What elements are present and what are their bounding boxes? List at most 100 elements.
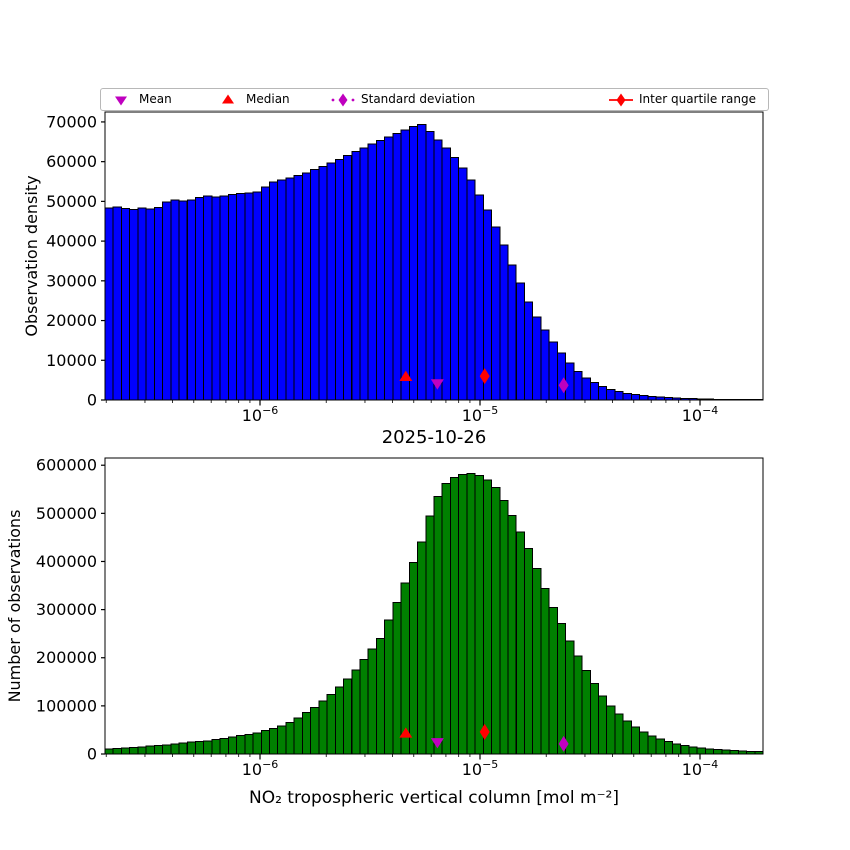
histogram-bar bbox=[548, 341, 558, 401]
histogram-bar bbox=[639, 395, 649, 401]
y-tick-label: 100000 bbox=[36, 696, 97, 715]
histogram-bar bbox=[614, 391, 624, 401]
histogram-bar bbox=[137, 746, 147, 755]
histogram-bar bbox=[573, 655, 583, 755]
histogram-bar bbox=[441, 483, 451, 755]
histogram-bar bbox=[384, 136, 394, 401]
histogram-bar bbox=[458, 473, 468, 755]
histogram-bar bbox=[425, 515, 435, 755]
histogram-bar bbox=[408, 126, 419, 401]
histogram-bar bbox=[170, 199, 180, 401]
histogram-bar bbox=[532, 568, 542, 755]
y-tick-label: 500000 bbox=[36, 504, 97, 523]
histogram-bar bbox=[639, 731, 649, 755]
histogram-bar bbox=[186, 741, 196, 755]
histogram-bar bbox=[392, 601, 402, 755]
histogram-bar bbox=[293, 717, 303, 755]
histogram-bar bbox=[672, 743, 682, 755]
histogram-bar bbox=[713, 749, 723, 755]
histogram-bar bbox=[227, 736, 238, 755]
histogram-bar bbox=[647, 735, 657, 755]
top-plot-ylabel: Observation density bbox=[22, 175, 41, 337]
bottom-plot-area: 0 100000 200000 300000 400000 500000 600000 10−… bbox=[36, 456, 764, 779]
histogram-bar bbox=[178, 200, 188, 401]
histogram-bar bbox=[211, 196, 221, 401]
histogram-bar bbox=[663, 741, 674, 755]
histogram-bar bbox=[334, 686, 345, 755]
histogram-bar bbox=[301, 172, 312, 401]
histogram-bar bbox=[622, 720, 632, 755]
histogram-bar bbox=[491, 226, 501, 401]
histogram-bar bbox=[680, 745, 690, 755]
histogram-bar bbox=[277, 179, 287, 401]
y-tick-label: 200000 bbox=[36, 648, 97, 667]
histogram-bar bbox=[507, 264, 517, 401]
histogram-bar bbox=[614, 713, 624, 755]
histogram-bar bbox=[425, 130, 435, 401]
histogram-bar bbox=[581, 377, 591, 401]
mean-marker bbox=[430, 738, 444, 749]
mean-marker bbox=[430, 379, 444, 390]
histogram-bar bbox=[630, 726, 641, 755]
y-tick-label: 60000 bbox=[46, 152, 97, 171]
histogram-bar bbox=[499, 499, 509, 755]
histogram-bar bbox=[499, 244, 509, 401]
histogram-bar bbox=[285, 722, 295, 755]
histogram-bar bbox=[449, 157, 460, 401]
histogram-bar bbox=[326, 693, 336, 755]
histogram-bar bbox=[474, 194, 484, 401]
histogram-bar bbox=[367, 143, 377, 401]
y-tick-label: 0 bbox=[87, 391, 97, 410]
axes-frame bbox=[104, 457, 764, 755]
median-marker bbox=[399, 727, 413, 738]
histogram-bar bbox=[236, 192, 246, 401]
bottom-plot-ylabel: Number of observations bbox=[5, 509, 24, 703]
histogram-bar bbox=[120, 747, 131, 755]
histogram-bar bbox=[721, 749, 731, 755]
x-tick-label: 10−5 bbox=[462, 404, 499, 425]
y-tick-label: 50000 bbox=[46, 192, 97, 211]
iqr-marker bbox=[479, 368, 490, 385]
histogram-bar bbox=[129, 208, 139, 401]
histogram-bar bbox=[589, 683, 599, 755]
histogram-bar bbox=[400, 129, 410, 401]
histogram-bar bbox=[606, 388, 616, 401]
histogram-bar bbox=[211, 739, 221, 755]
histogram-bar bbox=[343, 155, 353, 401]
legend-label-std: Standard deviation bbox=[361, 92, 476, 106]
histogram-bar bbox=[688, 746, 698, 755]
histogram-bar bbox=[178, 742, 188, 755]
y-tick-label: 0 bbox=[87, 745, 97, 764]
histogram-bar bbox=[548, 607, 558, 755]
histogram-bar bbox=[104, 748, 114, 755]
histogram-bar bbox=[203, 740, 213, 755]
histogram-bar bbox=[532, 316, 542, 401]
histogram-bar bbox=[622, 392, 632, 401]
histogram-bar bbox=[252, 732, 262, 755]
histogram-bar bbox=[540, 587, 550, 755]
x-tick-label: 10−6 bbox=[242, 404, 279, 425]
histogram-bar bbox=[203, 195, 213, 401]
histogram-bar bbox=[433, 139, 443, 401]
histogram-bar bbox=[170, 743, 180, 755]
top-plot-xlabel-date: 2025-10-26 bbox=[381, 427, 487, 448]
y-tick-label: 70000 bbox=[46, 112, 97, 131]
histogram-bar bbox=[523, 547, 534, 755]
histogram-bar bbox=[375, 140, 386, 401]
median-marker-icon bbox=[215, 92, 241, 108]
histogram-bar bbox=[556, 623, 567, 755]
histogram-bar bbox=[466, 179, 476, 401]
histogram-bar bbox=[186, 199, 196, 401]
histogram-bar bbox=[277, 725, 287, 755]
legend-label-mean: Mean bbox=[139, 92, 172, 106]
std-marker bbox=[558, 735, 569, 752]
histogram-bar bbox=[112, 748, 122, 755]
iqr-marker bbox=[479, 723, 490, 740]
top-plot-area: 0 10000 20000 30000 40000 50000 60000 70000 10−6… bbox=[46, 111, 764, 425]
histogram-bar bbox=[301, 712, 312, 755]
histogram-bar bbox=[647, 396, 657, 401]
histogram-bar bbox=[236, 735, 246, 755]
histogram-bar bbox=[384, 619, 394, 755]
